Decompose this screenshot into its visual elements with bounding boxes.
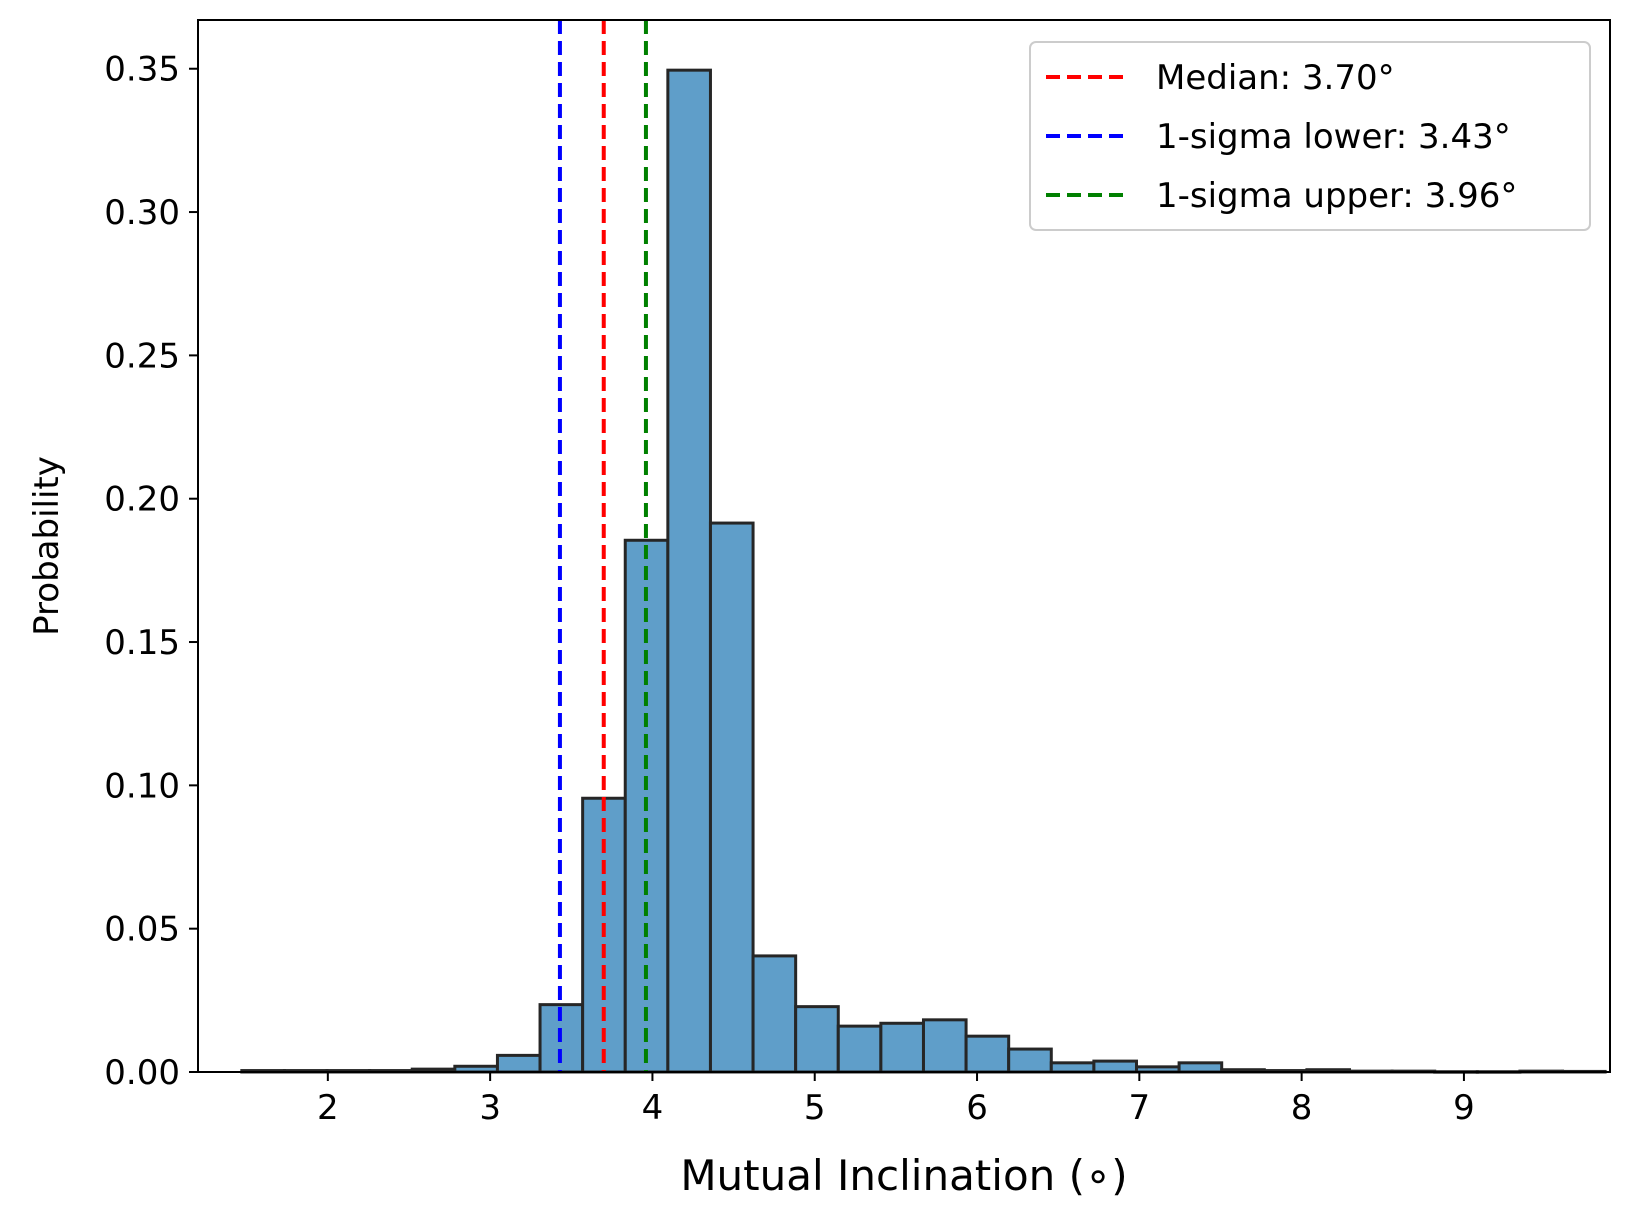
legend-box	[1029, 41, 1591, 231]
y-tick-label: 0.00	[104, 1053, 180, 1093]
legend-entry: Median: 3.70°	[1156, 58, 1395, 98]
reference-lines	[557, 20, 648, 1072]
histogram-bar	[495, 1053, 542, 1074]
y-axis-ticks: 0.00 0.05 0.10 0.15 0.20 0.25 0.30 0.35	[104, 50, 198, 1093]
x-axis-ticks: 2 3 4 5 6 7 8 9	[317, 1072, 1475, 1128]
x-tick-label: 9	[1453, 1088, 1475, 1128]
y-axis-label: Probability	[27, 456, 67, 636]
x-axis-label: Mutual Inclination (∘)	[680, 1151, 1127, 1200]
legend-entry: 1-sigma lower: 3.43°	[1156, 117, 1511, 157]
x-tick-label: 7	[1129, 1088, 1151, 1128]
histogram-bar	[1007, 1047, 1053, 1074]
x-tick-label: 4	[642, 1088, 664, 1128]
histogram-bar	[964, 1034, 1011, 1074]
y-tick-label: 0.20	[104, 480, 180, 520]
y-tick-label: 0.10	[104, 766, 180, 806]
histogram-bar	[1177, 1061, 1224, 1074]
histogram-bar	[708, 521, 755, 1074]
y-tick-label: 0.15	[104, 623, 180, 663]
legend: Median: 3.70° 1-sigma lower: 3.43° 1-sigma…	[1029, 41, 1591, 231]
y-tick-label: 0.25	[104, 336, 180, 376]
plot-frame	[197, 19, 1611, 1073]
histogram-bar	[879, 1021, 925, 1074]
x-tick-label: 3	[479, 1088, 501, 1128]
histogram-bar	[921, 1018, 968, 1074]
x-tick-label: 8	[1291, 1088, 1313, 1128]
histogram-bar	[751, 954, 798, 1074]
histogram-bar	[836, 1024, 883, 1074]
histogram-bar	[1049, 1061, 1096, 1074]
y-tick-label: 0.05	[104, 910, 180, 950]
x-tick-label: 2	[317, 1088, 339, 1128]
x-tick-label: 5	[804, 1088, 826, 1128]
histogram-bar	[794, 1005, 840, 1074]
x-tick-label: 6	[966, 1088, 988, 1128]
legend-entry: 1-sigma upper: 3.96°	[1156, 176, 1517, 216]
histogram-bar	[666, 68, 712, 1074]
y-tick-label: 0.30	[104, 193, 180, 233]
histogram-bar	[1092, 1059, 1138, 1074]
y-tick-label: 0.35	[104, 50, 180, 90]
